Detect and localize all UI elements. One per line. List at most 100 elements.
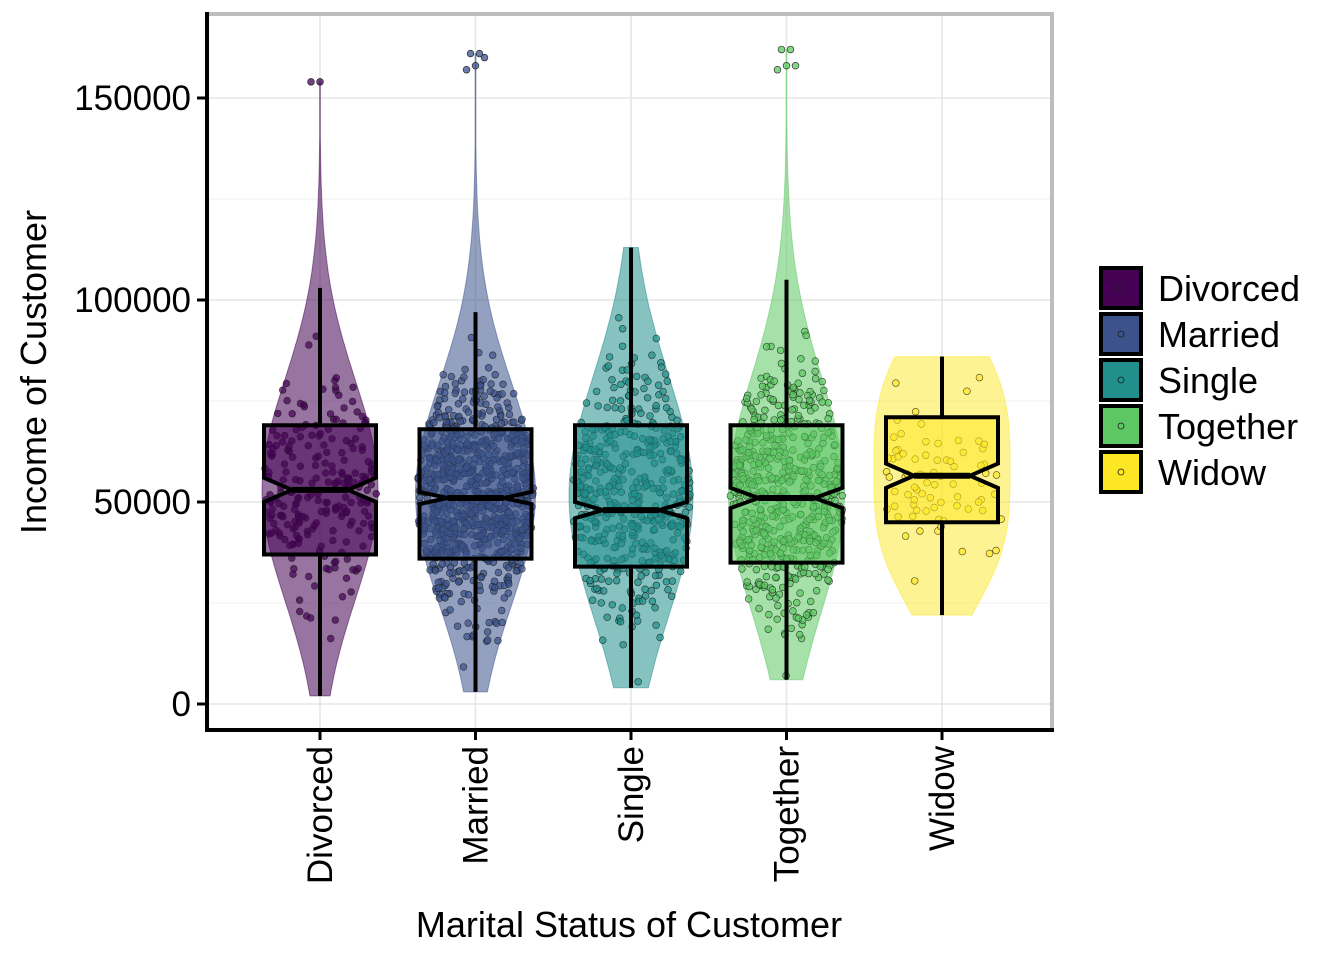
y-tick-label: 100000: [74, 281, 191, 320]
x-axis-title: Marital Status of Customer: [416, 904, 842, 945]
data-point: [764, 625, 772, 633]
data-point: [985, 549, 994, 558]
data-point: [762, 572, 771, 581]
data-point: [812, 586, 821, 595]
data-point: [802, 331, 810, 340]
data-point: [604, 362, 613, 370]
data-point: [608, 601, 616, 609]
data-point: [673, 416, 681, 424]
data-point: [805, 396, 814, 405]
outlier-point: [471, 61, 480, 70]
data-point: [438, 560, 446, 568]
data-point: [460, 559, 468, 567]
data-point: [498, 390, 506, 398]
data-point: [901, 532, 910, 540]
data-point: [800, 401, 808, 409]
legend-item: Divorced: [1099, 266, 1300, 310]
data-point: [657, 363, 666, 371]
data-point: [338, 592, 347, 601]
outlier-point: [316, 78, 324, 86]
legend-label: Divorced: [1158, 268, 1300, 309]
data-point: [811, 367, 819, 376]
outlier-point: [307, 78, 315, 86]
data-point: [820, 570, 828, 578]
data-point: [477, 573, 485, 582]
data-point: [789, 383, 798, 392]
outlier-point: [773, 66, 782, 74]
data-point: [663, 377, 671, 385]
data-point: [652, 621, 660, 629]
data-point: [738, 565, 746, 573]
data-point: [651, 604, 659, 612]
data-point: [489, 351, 497, 359]
legend-item: Single: [1099, 358, 1258, 402]
data-point: [483, 628, 492, 636]
data-point: [461, 365, 469, 374]
data-point: [744, 595, 753, 603]
y-tick-label: 150000: [74, 79, 191, 118]
data-point: [491, 371, 499, 379]
data-point: [885, 473, 893, 481]
data-point: [765, 610, 773, 619]
data-point: [343, 555, 351, 563]
data-point: [806, 597, 815, 606]
data-point: [634, 578, 642, 586]
data-point: [796, 589, 804, 597]
data-point: [484, 364, 493, 372]
legend-point: [1117, 422, 1125, 430]
data-point: [505, 410, 514, 419]
data-point: [363, 486, 371, 494]
outlier-point: [475, 49, 484, 58]
data-point: [492, 415, 501, 424]
data-point: [788, 406, 796, 414]
data-point: [459, 395, 467, 403]
data-point: [648, 597, 657, 605]
data-point: [796, 389, 804, 397]
data-point: [279, 386, 287, 394]
data-point: [656, 633, 664, 642]
data-point: [618, 342, 627, 350]
data-point: [616, 618, 625, 626]
data-point: [644, 377, 652, 385]
data-point: [613, 569, 621, 578]
data-point: [486, 407, 494, 415]
data-point: [824, 565, 832, 574]
data-point: [662, 404, 671, 412]
x-tick-label: Widow: [923, 745, 962, 851]
data-point: [617, 380, 625, 389]
data-point: [326, 410, 335, 418]
data-point: [652, 581, 661, 589]
data-point: [774, 601, 782, 610]
data-point: [592, 387, 601, 396]
outlier-point: [782, 61, 791, 70]
data-point: [770, 377, 778, 385]
data-point: [638, 597, 647, 605]
data-point: [632, 372, 641, 381]
legend-point: [1117, 376, 1125, 384]
data-point: [439, 371, 447, 379]
data-point: [603, 403, 611, 412]
x-tick-label: Divorced: [301, 746, 340, 884]
data-point: [603, 613, 611, 621]
data-point: [494, 636, 502, 645]
data-point: [618, 325, 627, 333]
data-point: [331, 616, 339, 624]
x-tick-label: Married: [457, 746, 496, 865]
data-point: [789, 607, 797, 615]
data-point: [791, 575, 800, 583]
data-point: [641, 585, 649, 593]
data-point: [758, 382, 767, 390]
data-point: [685, 503, 693, 511]
data-point: [593, 584, 601, 593]
data-point: [494, 403, 502, 411]
data-point: [802, 611, 811, 619]
data-point: [664, 585, 672, 594]
data-point: [340, 404, 348, 412]
data-point: [661, 370, 670, 378]
data-point: [768, 585, 777, 594]
data-point: [794, 614, 803, 622]
data-point: [757, 391, 765, 399]
data-point: [811, 375, 820, 383]
